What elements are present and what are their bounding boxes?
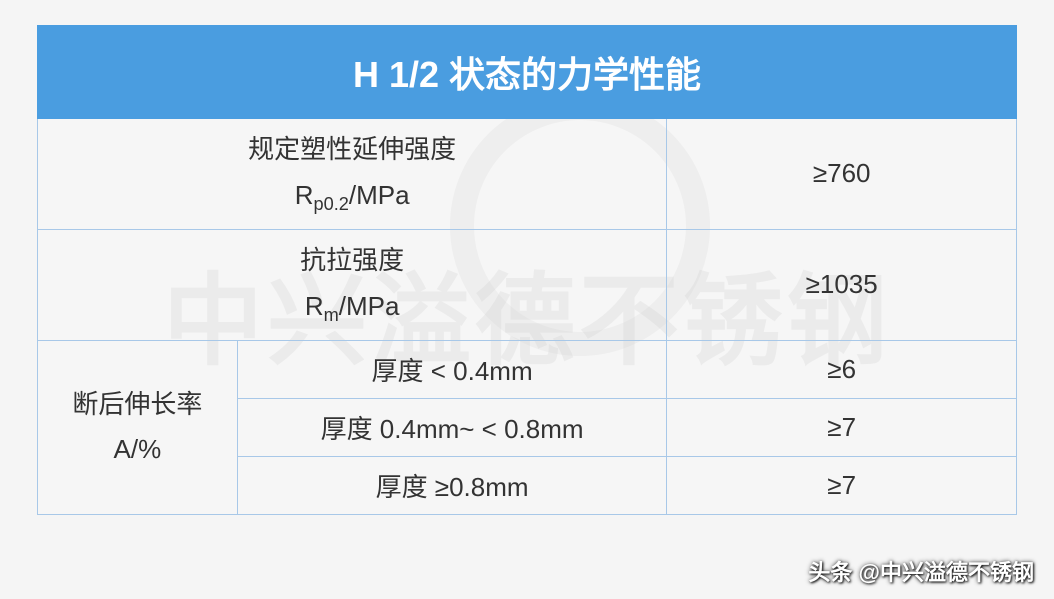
formula-prefix: R bbox=[305, 291, 324, 321]
yield-strength-label: 规定塑性延伸强度 Rp0.2/MPa bbox=[38, 119, 667, 230]
elongation-value: ≥6 bbox=[667, 340, 1017, 398]
formula-suffix: /MPa bbox=[349, 180, 410, 210]
label-formula: Rp0.2/MPa bbox=[38, 175, 666, 219]
label-text: 断后伸长率 bbox=[38, 384, 237, 426]
label-formula: Rm/MPa bbox=[38, 286, 666, 330]
elongation-group-label: 断后伸长率 A/% bbox=[38, 340, 238, 514]
table-title: H 1/2 状态的力学性能 bbox=[38, 26, 1017, 119]
elongation-value: ≥7 bbox=[667, 398, 1017, 456]
properties-table-container: H 1/2 状态的力学性能 规定塑性延伸强度 Rp0.2/MPa ≥760 抗拉… bbox=[37, 25, 1017, 515]
elongation-condition: 厚度 ≥0.8mm bbox=[237, 456, 667, 514]
tensile-strength-value: ≥1035 bbox=[667, 229, 1017, 340]
elongation-value: ≥7 bbox=[667, 456, 1017, 514]
label-text: 规定塑性延伸强度 bbox=[38, 129, 666, 171]
table-row: 断后伸长率 A/% 厚度 < 0.4mm ≥6 bbox=[38, 340, 1017, 398]
label-formula: A/% bbox=[38, 429, 237, 471]
elongation-condition: 厚度 0.4mm~ < 0.8mm bbox=[237, 398, 667, 456]
table-row: 规定塑性延伸强度 Rp0.2/MPa ≥760 bbox=[38, 119, 1017, 230]
tensile-strength-label: 抗拉强度 Rm/MPa bbox=[38, 229, 667, 340]
properties-table: H 1/2 状态的力学性能 规定塑性延伸强度 Rp0.2/MPa ≥760 抗拉… bbox=[37, 25, 1017, 515]
formula-sub: m bbox=[324, 305, 339, 325]
attribution-text: 头条 @中兴溢德不锈钢 bbox=[808, 555, 1034, 587]
formula-suffix: /MPa bbox=[339, 291, 400, 321]
table-row: 抗拉强度 Rm/MPa ≥1035 bbox=[38, 229, 1017, 340]
formula-prefix: R bbox=[295, 180, 314, 210]
label-text: 抗拉强度 bbox=[38, 240, 666, 282]
formula-sub: p0.2 bbox=[314, 194, 349, 214]
elongation-condition: 厚度 < 0.4mm bbox=[237, 340, 667, 398]
yield-strength-value: ≥760 bbox=[667, 119, 1017, 230]
